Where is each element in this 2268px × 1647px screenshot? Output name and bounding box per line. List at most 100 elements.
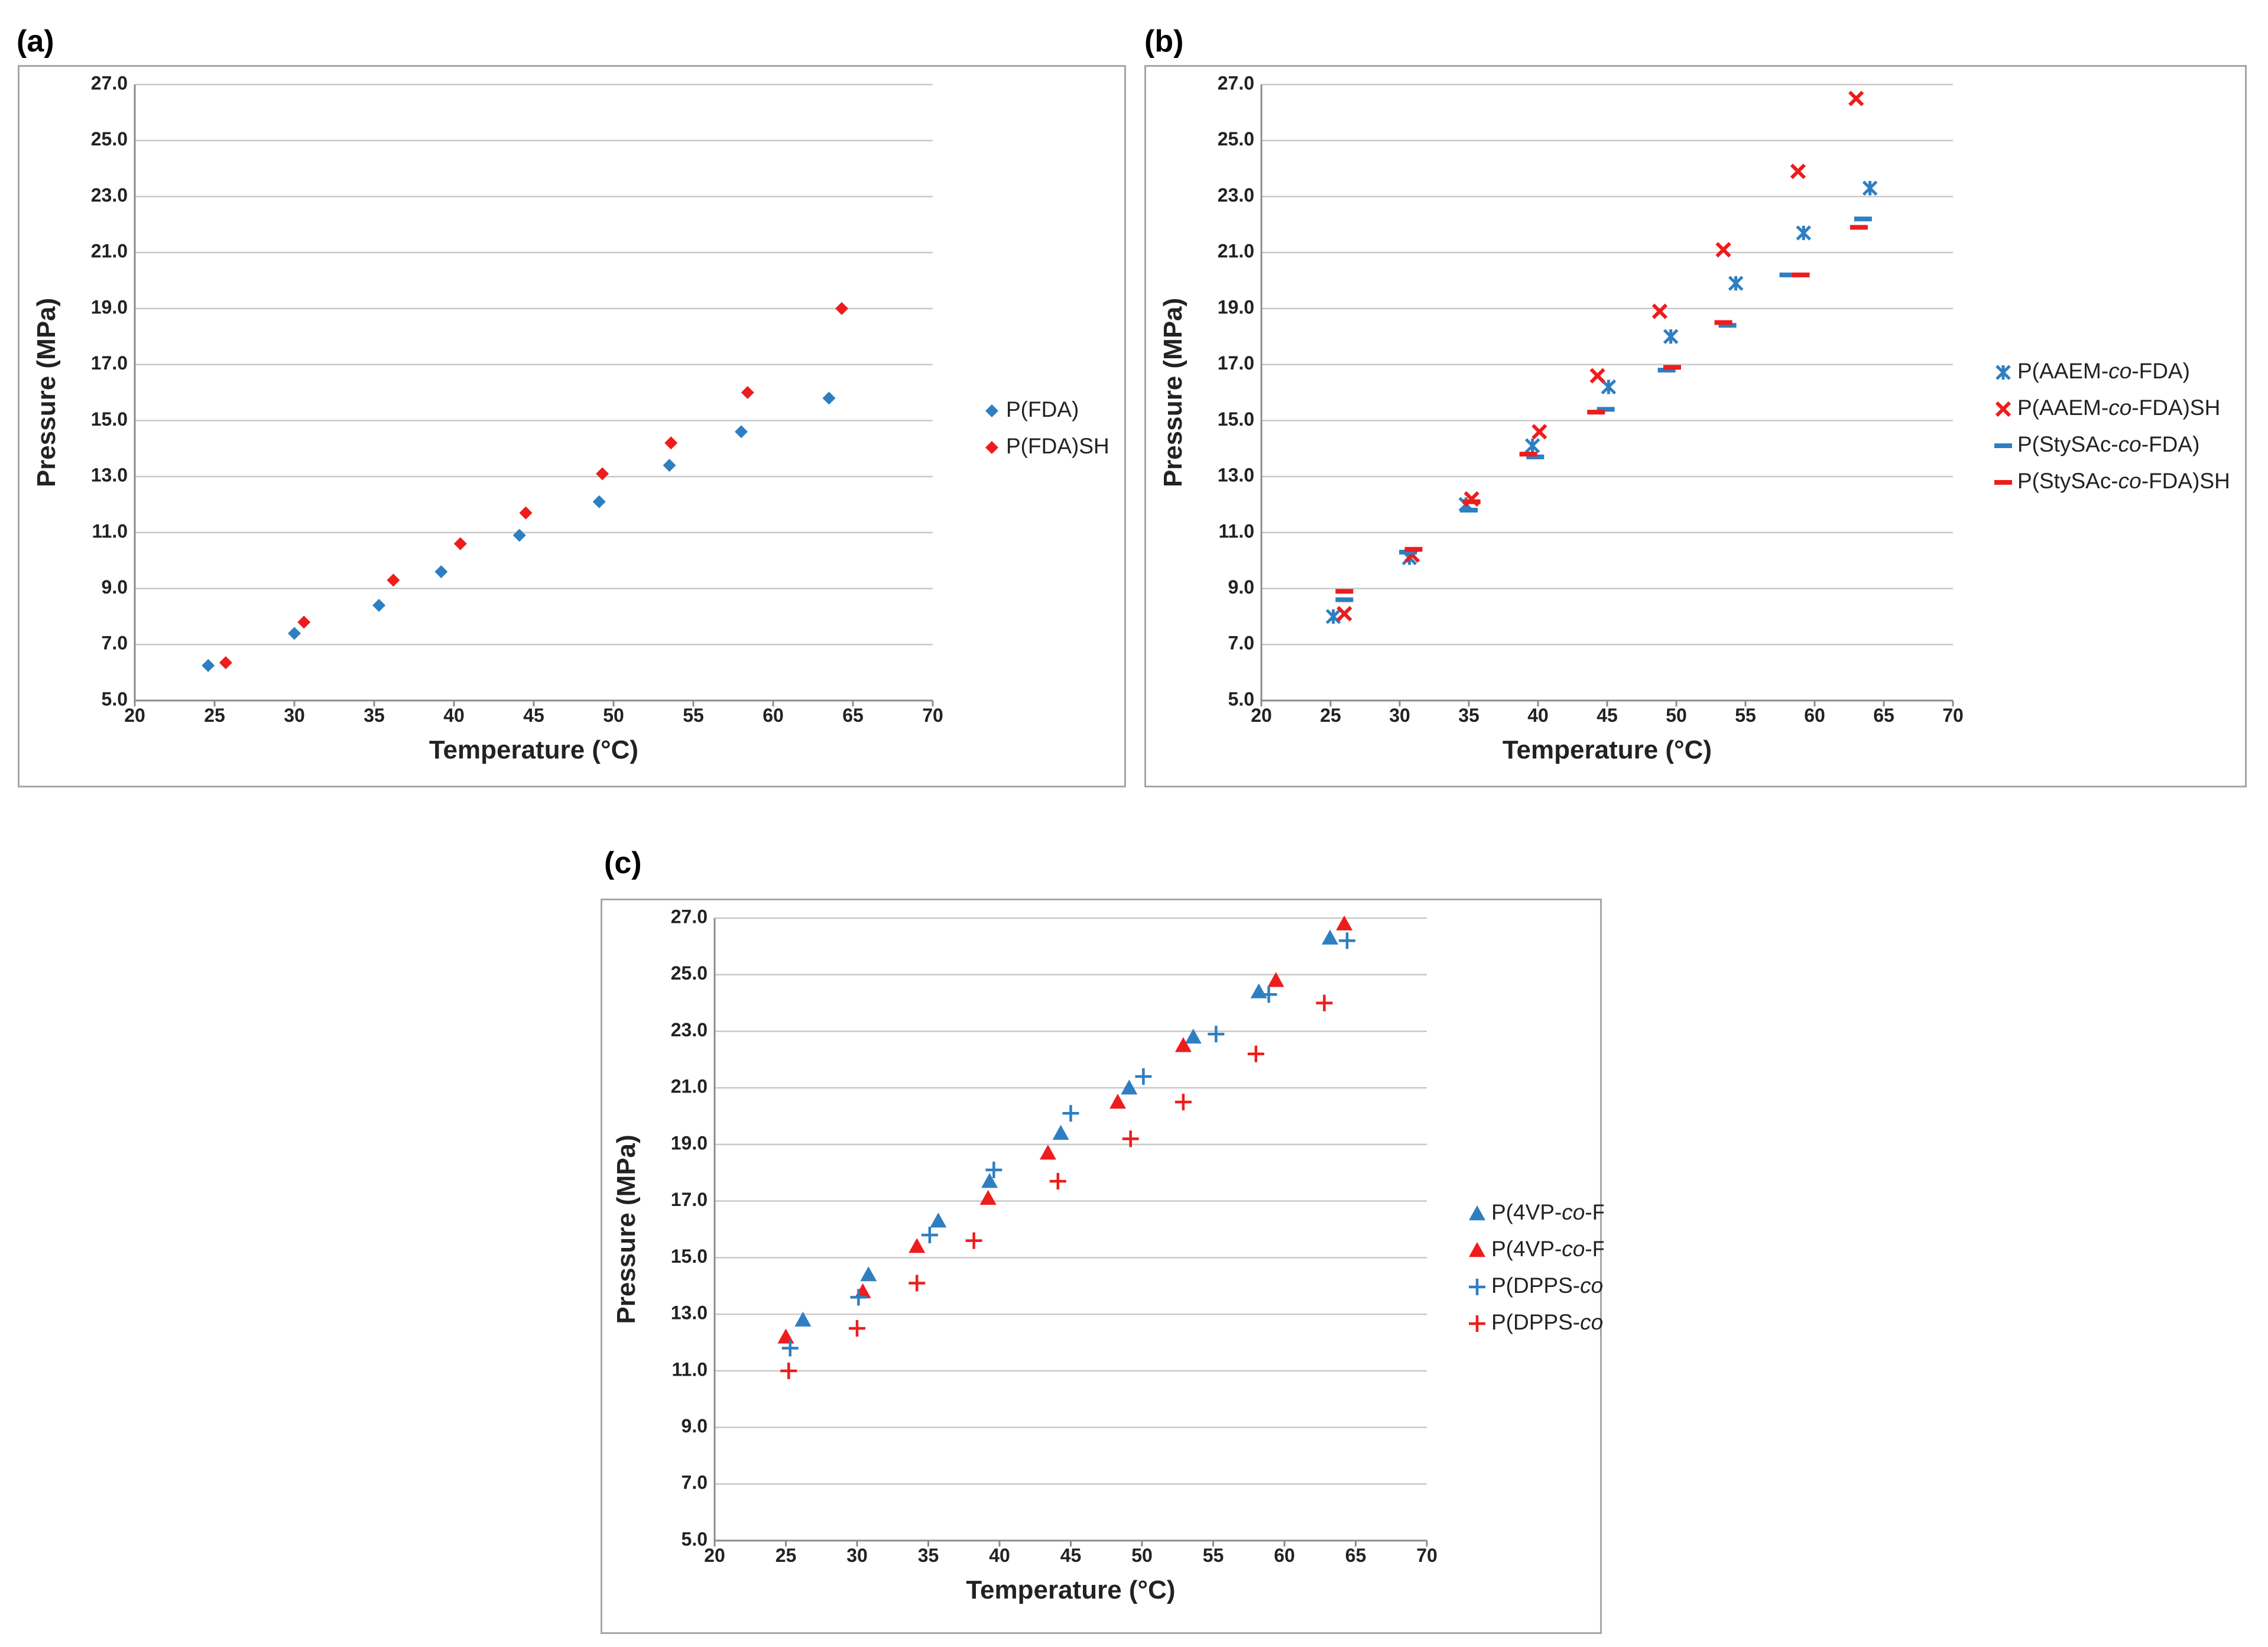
data-point [219,656,232,670]
x-axis-title: Temperature (°C) [429,735,638,764]
x-tick-label: 25 [204,705,225,726]
y-tick-label: 17.0 [671,1189,708,1210]
y-tick-label: 13.0 [671,1302,708,1324]
data-point [434,565,448,579]
panel-a-chart: 5.0 7.0 9.0 11.0 13.0 15.0 17.0 19.0 21.0 23.0 25.… [18,65,1126,787]
y-tick-label: 21.0 [1218,241,1254,262]
data-point [1526,454,1545,459]
data-point [849,1320,865,1337]
x-tick-label: 35 [364,705,385,726]
x-axis-title: Temperature (°C) [1503,735,1712,764]
data-point [1039,1145,1056,1160]
data-point [453,537,467,550]
series-p-stysac-co-fda-sh [1335,225,1868,594]
data-point [1657,368,1676,373]
data-point [822,391,836,405]
data-point [1663,329,1679,345]
data-point [1322,929,1339,945]
legend: P(AAEM-co-FDA) P(AAEM-co-FDA)SH P(StySAc-c… [1994,359,2230,493]
data-point [1850,225,1868,230]
legend-label: P(StySAc-co-FDA) [2017,432,2199,456]
data-point [1335,597,1354,602]
y-tick-label: 15.0 [671,1246,708,1267]
data-point [372,598,386,612]
x-tick-label: 55 [683,705,704,726]
data-point [1524,438,1540,453]
panel-b-chart: 5.0 7.0 9.0 11.0 13.0 15.0 17.0 19.0 21.0 23.0 25.… [1144,65,2247,787]
data-point [387,573,400,587]
panel-a-label: (a) [17,24,54,59]
legend-label: P(StySAc-co-FDA)SH [2017,469,2230,493]
y-tick-label: 19.0 [1218,296,1254,317]
y-tick-label: 13.0 [1218,465,1254,486]
x-axis-title: Temperature (°C) [966,1575,1175,1604]
y-tick-label: 7.0 [102,633,128,654]
legend-marker [1995,401,2011,417]
data-point [777,1328,794,1344]
data-point [794,1311,812,1327]
data-point [1651,303,1668,319]
data-point [850,1289,867,1306]
legend-label: P(FDA) [1006,397,1079,422]
x-tick-label: 30 [1389,705,1410,726]
y-tick-label: 9.0 [1228,576,1254,598]
y-tick-label: 25.0 [1218,128,1254,150]
data-point [1109,1094,1127,1109]
y-tick-label: 23.0 [91,184,128,206]
y-tick-label: 19.0 [671,1132,708,1153]
legend-label: P(4VP-co-FDA)SH [1491,1237,1604,1261]
x-tick-label: 35 [1458,705,1479,726]
y-tick-label: 11.0 [671,1359,708,1380]
y-tick-label: 9.0 [682,1415,708,1437]
data-point [202,659,215,672]
data-point [1325,609,1341,624]
data-point [1247,1045,1264,1062]
data-point [921,1227,938,1244]
data-point [1532,424,1547,440]
data-point [909,1275,926,1292]
gridlines [715,917,1427,1542]
data-point [1339,932,1356,949]
series-p-stysac-co-fda [1335,216,1872,602]
x-tick-label: 55 [1735,705,1756,726]
data-point [1718,323,1737,328]
data-point [741,386,754,399]
y-axis-title: Pressure (MPa) [32,298,61,487]
data-point [519,506,533,520]
data-point [1208,1026,1225,1043]
data-point [1174,1037,1192,1052]
data-point [1460,507,1478,513]
x-tick-label: 40 [989,1545,1010,1566]
data-point [297,615,311,629]
x-tick-label: 30 [846,1545,868,1566]
panel-c-label: (c) [604,846,642,880]
x-tick-label: 25 [1320,705,1341,726]
data-point [985,1161,1002,1178]
x-tick-label: 45 [1060,1545,1082,1566]
x-tick-label: 35 [918,1545,939,1566]
legend-label: P(AAEM-co-FDA) [2017,359,2190,383]
data-point [1862,180,1878,196]
legend-label: P(DPPS-co-FDA)SH [1491,1310,1604,1334]
data-point [1336,606,1352,622]
y-tick-label: 5.0 [102,688,128,709]
y-tick-label: 25.0 [671,962,708,984]
data-point [1404,547,1423,552]
legend-marker [1469,1279,1485,1295]
data-point [909,1238,926,1253]
data-point [1854,216,1872,222]
x-tick-label: 50 [603,705,624,726]
x-tick-label: 20 [1251,705,1272,726]
data-point [780,1362,797,1379]
legend-label: P(FDA)SH [1006,434,1109,458]
x-tick-label: 45 [523,705,544,726]
y-tick-label: 21.0 [91,241,128,262]
data-point [860,1266,877,1282]
x-tick-label: 40 [1527,705,1549,726]
data-point [596,467,609,481]
data-point [930,1212,947,1228]
data-point [1399,549,1417,555]
data-point [1714,320,1732,325]
data-point [981,1173,998,1188]
data-point [781,1340,799,1357]
